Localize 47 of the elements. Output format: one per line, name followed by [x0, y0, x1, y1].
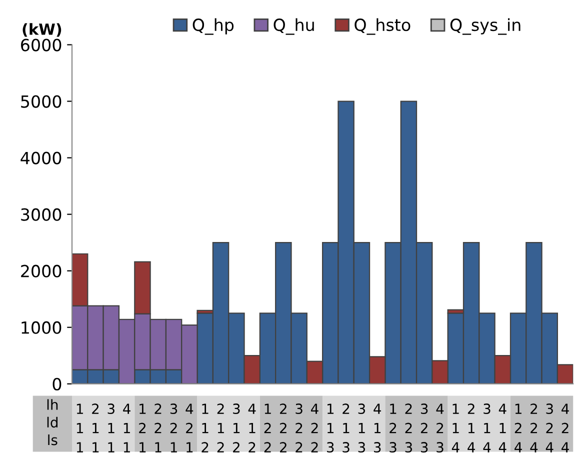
legend-label: Q_sys_in [450, 18, 520, 35]
y-tick-label: 5000 [21, 95, 62, 108]
text: ls [48, 434, 58, 446]
x-tick-label: 1 1 3 [327, 404, 334, 453]
y-tick-label: 1000 [22, 321, 62, 334]
legend-label: Q_hsto [354, 18, 410, 35]
x-tick-label: 2 2 4 [530, 404, 538, 452]
legend-label: Q_hp [192, 18, 234, 35]
x-tick-label: 3 1 4 [483, 404, 491, 452]
x-tick-label: 4 1 3 [374, 404, 382, 453]
x-tick-label: 2 2 2 [280, 404, 286, 452]
x-tick-label: 4 1 2 [248, 404, 256, 452]
y-tick-label: 4000 [20, 152, 62, 164]
text: ld [47, 416, 58, 428]
x-tick-label: 4 2 2 [310, 404, 318, 452]
x-tick-label: 1 1 1 [76, 404, 83, 452]
x-tick-label: 2 2 1 [154, 404, 162, 452]
x-tick-label: 1 2 1 [139, 404, 146, 452]
x-tick-label: 3 2 1 [170, 404, 178, 452]
x-tick-label: 3 1 2 [233, 404, 240, 452]
x-tick-label: 4 1 4 [498, 404, 506, 452]
x-tick-label: 2 2 3 [405, 404, 412, 453]
y-tick-label: 0 [52, 378, 62, 390]
text: lh [47, 399, 58, 410]
y-tick-label: 6000 [21, 38, 62, 52]
x-tick-label: 1 1 2 [202, 404, 208, 452]
x-tick-label: 4 1 1 [123, 404, 130, 452]
x-tick-label: 4 2 1 [186, 404, 194, 452]
x-tick-label: 2 1 1 [92, 404, 99, 452]
x-tick-label: 3 2 4 [546, 404, 554, 452]
x-tick-label: 4 2 3 [436, 404, 444, 453]
x-tick-label: 3 2 3 [420, 404, 428, 453]
x-tick-label: 1 1 4 [452, 404, 460, 452]
x-tick-label: 3 1 3 [358, 404, 366, 453]
y-axis-title: (kW) [22, 23, 62, 37]
legend-label: Q_hu [274, 18, 314, 35]
x-tick-label: 3 1 1 [108, 404, 114, 452]
x-tick-label: 3 2 2 [296, 404, 302, 452]
x-tick-label: 2 1 4 [468, 404, 475, 452]
y-tick-label: 3000 [21, 208, 62, 221]
x-tick-label: 1 2 2 [264, 404, 271, 452]
x-tick-label: 1 2 3 [390, 404, 396, 453]
x-tick-label: 1 2 4 [514, 404, 522, 452]
y-tick-label: 2000 [21, 264, 62, 278]
x-tick-label: 2 1 3 [342, 404, 350, 453]
x-tick-label: 4 2 4 [562, 404, 569, 452]
x-tick-label: 2 1 2 [217, 404, 224, 452]
